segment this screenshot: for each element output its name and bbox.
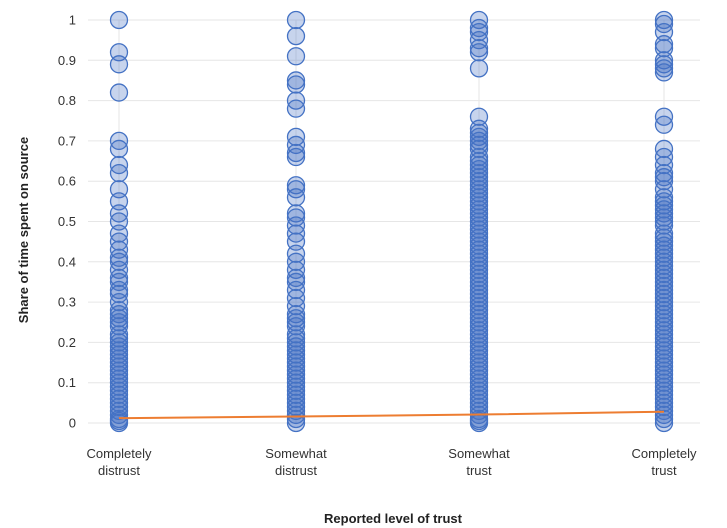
data-point xyxy=(469,413,489,433)
data-point xyxy=(654,59,674,78)
data-point xyxy=(469,43,489,62)
data-point xyxy=(109,163,129,183)
data-points xyxy=(109,10,674,433)
data-point xyxy=(286,188,306,207)
x-tick-label: Somewhat trust xyxy=(448,446,510,478)
x-tick-label: Completely distrust xyxy=(86,446,152,478)
data-point xyxy=(654,115,674,134)
y-tick-label: 0.8 xyxy=(58,93,76,108)
data-point xyxy=(286,143,306,163)
x-tick-label: Somewhat distrust xyxy=(265,446,327,478)
data-point xyxy=(109,413,129,433)
x-tick-labels: Completely distrust Somewhat distrust Somewh… xyxy=(86,446,697,478)
data-point xyxy=(286,147,306,167)
y-tick-label: 1 xyxy=(69,13,76,28)
y-tick-label: 0.7 xyxy=(58,133,76,148)
data-point xyxy=(469,59,489,78)
data-point xyxy=(654,409,674,429)
trend-line-group xyxy=(118,410,665,420)
data-point xyxy=(286,413,306,433)
trend-line xyxy=(118,410,665,420)
y-tick-label: 0.9 xyxy=(58,53,76,68)
data-point xyxy=(286,75,306,94)
x-axis-title: Reported level of trust xyxy=(324,511,463,526)
y-tick-label: 0.4 xyxy=(58,254,76,269)
data-point xyxy=(286,26,306,46)
y-axis-title: Share of time spent on source xyxy=(16,137,31,323)
data-point xyxy=(109,83,129,102)
data-point xyxy=(286,47,306,66)
y-tick-label: 0.1 xyxy=(58,375,76,390)
data-point xyxy=(286,10,306,30)
y-tick-labels: 0 0.1 0.2 0.3 0.4 0.5 0.6 0.7 0.8 0.9 1 xyxy=(58,13,76,431)
data-point xyxy=(109,55,129,74)
data-point xyxy=(109,10,129,30)
data-point xyxy=(469,39,489,58)
data-point xyxy=(654,413,674,433)
data-point xyxy=(109,139,129,159)
data-point xyxy=(286,99,306,118)
data-point xyxy=(286,409,306,429)
data-point xyxy=(286,71,306,90)
y-tick-label: 0.3 xyxy=(58,295,76,310)
y-tick-label: 0.2 xyxy=(58,335,76,350)
data-point xyxy=(654,63,674,82)
y-tick-label: 0.6 xyxy=(58,174,76,189)
y-tick-label: 0.5 xyxy=(58,214,76,229)
gridlines xyxy=(88,19,700,424)
x-tick-label: Completely trust xyxy=(631,446,697,478)
y-tick-label: 0 xyxy=(69,416,76,431)
data-point xyxy=(654,35,674,54)
